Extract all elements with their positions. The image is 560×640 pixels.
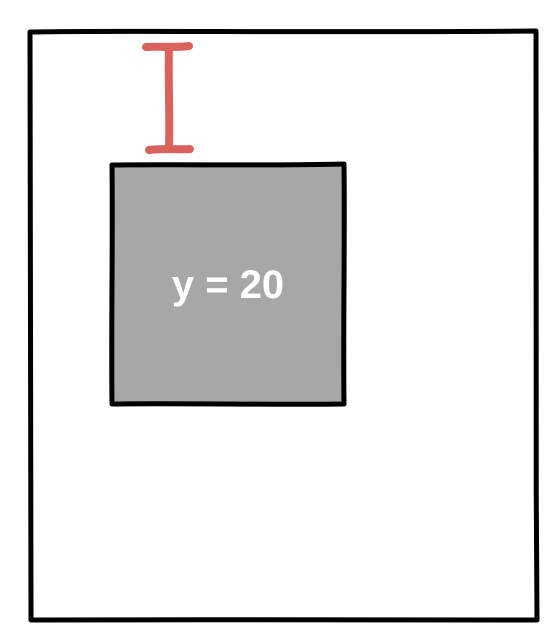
outer-container xyxy=(27,28,540,623)
offset-marker-bottom-cap xyxy=(145,145,194,154)
inner-box xyxy=(109,161,347,407)
offset-marker-stem xyxy=(164,43,174,152)
offset-marker xyxy=(142,42,194,154)
